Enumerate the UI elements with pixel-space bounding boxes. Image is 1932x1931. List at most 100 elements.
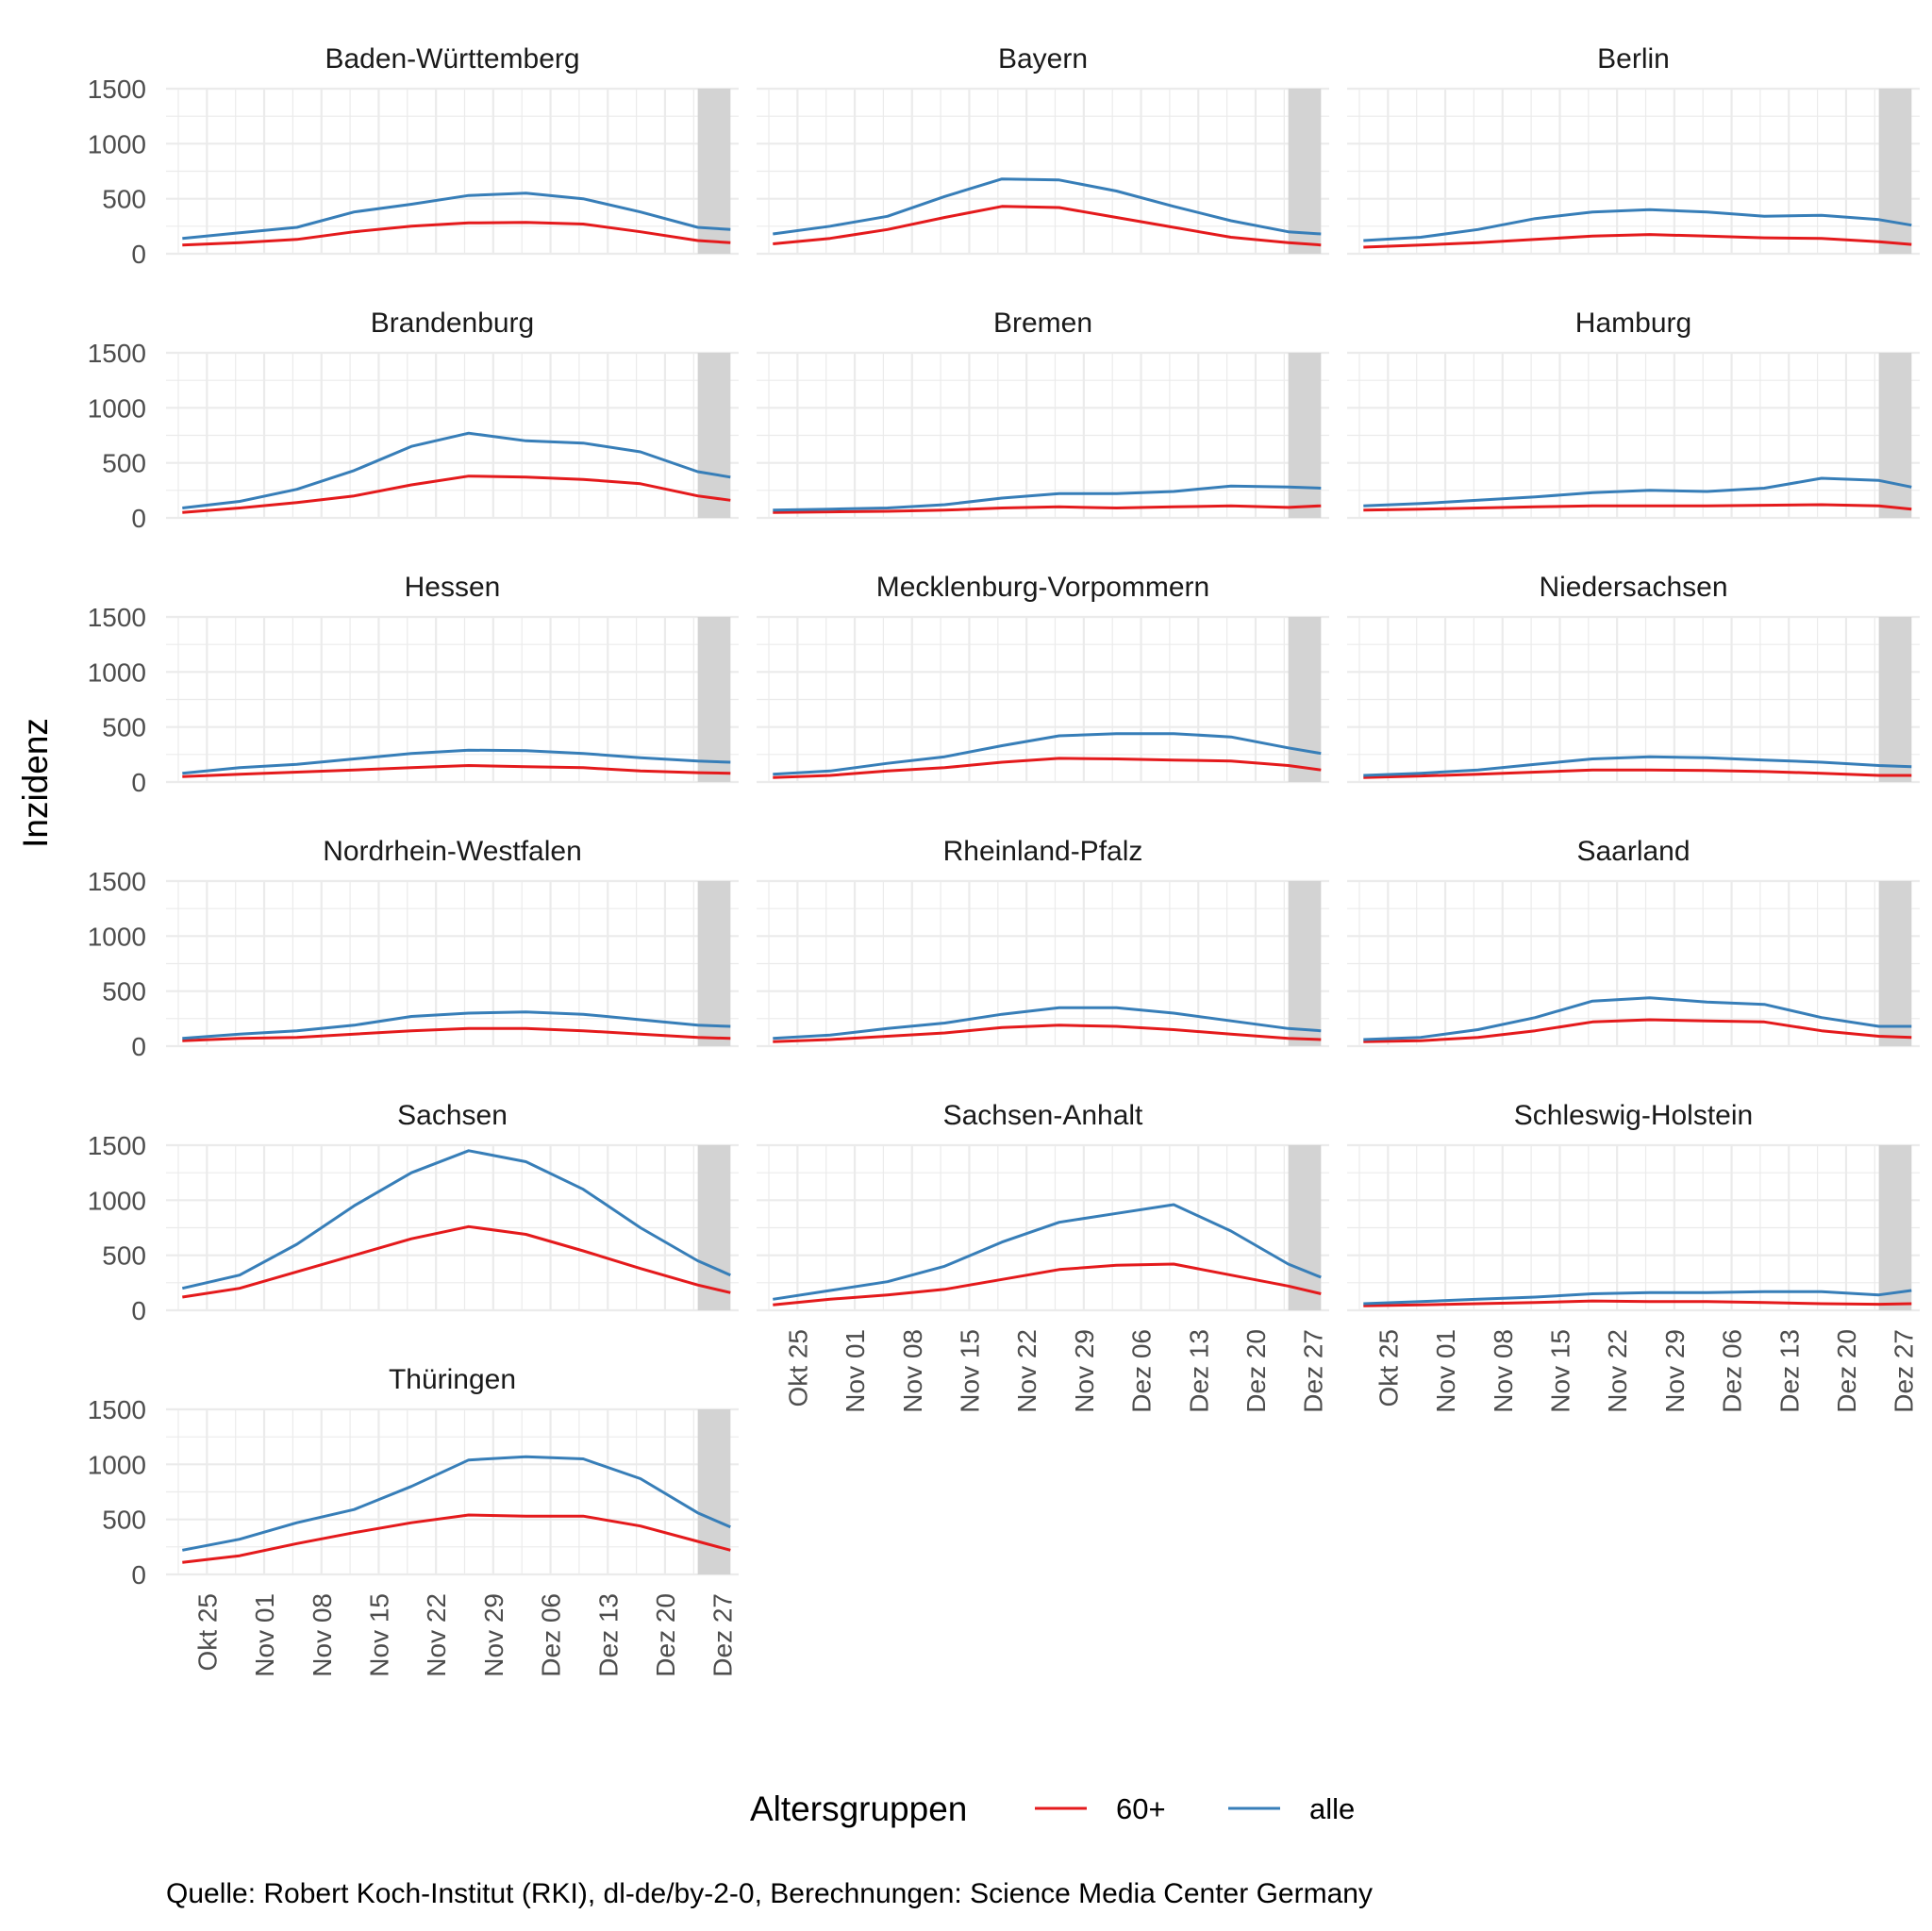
y-tick-label: 0 — [131, 1032, 146, 1061]
x-tick-label: Nov 22 — [422, 1593, 451, 1677]
series-line-alle — [1363, 208, 1912, 242]
panel-title: Baden-Württemberg — [325, 43, 579, 75]
series-line-60plus — [1363, 233, 1912, 249]
legend: Altersgruppen 60+ alle — [750, 1790, 1355, 1828]
series-line-alle — [1363, 755, 1912, 777]
panel-title: Bayern — [998, 43, 1088, 75]
facet-panel: Brandenburg 0 500 1000 1500 — [88, 308, 739, 533]
facet-panel: Rheinland-Pfalz — [757, 836, 1329, 1048]
y-tick-label: 0 — [131, 240, 146, 269]
x-tick-label: Nov 01 — [841, 1329, 870, 1413]
highlight-region — [1878, 353, 1912, 518]
series-line-60plus — [182, 1026, 731, 1042]
x-tick-label: Nov 22 — [1012, 1329, 1041, 1413]
highlight-region — [1878, 89, 1912, 254]
x-tick-label: Okt 25 — [192, 1593, 222, 1671]
y-tick-label: 1000 — [88, 129, 146, 158]
x-tick-label: Nov 15 — [365, 1593, 394, 1677]
highlight-region — [1288, 881, 1322, 1046]
x-tick-label: Nov 22 — [1603, 1329, 1632, 1413]
series-line-alle — [182, 431, 731, 509]
x-tick-label: Dez 27 — [1299, 1329, 1328, 1413]
y-tick-label: 500 — [102, 977, 146, 1007]
series-line-alle — [773, 484, 1322, 512]
highlight-region — [1288, 1145, 1322, 1310]
x-tick-label: Nov 08 — [308, 1593, 337, 1677]
y-tick-label: 0 — [131, 1560, 146, 1590]
x-tick-label: Nov 29 — [479, 1593, 508, 1677]
series-line-60plus — [773, 504, 1322, 514]
panel-title: Niedersachsen — [1539, 572, 1727, 603]
x-tick-label: Okt 25 — [1374, 1329, 1403, 1407]
x-tick-label: Dez 06 — [537, 1593, 566, 1677]
y-tick-label: 500 — [102, 449, 146, 478]
x-tick-label: Dez 13 — [1184, 1329, 1213, 1413]
highlight-region — [1288, 353, 1322, 518]
x-tick-label: Nov 08 — [1489, 1329, 1518, 1413]
y-tick-label: 1000 — [88, 1186, 146, 1215]
x-tick-label: Dez 06 — [1718, 1329, 1747, 1413]
x-tick-label: Nov 01 — [1431, 1329, 1460, 1413]
series-line-alle — [181, 1149, 731, 1290]
panel-title: Hessen — [405, 572, 501, 603]
facet-panel: Saarland — [1347, 836, 1920, 1048]
panel-title: Hamburg — [1575, 308, 1691, 339]
y-tick-label: 1500 — [88, 1395, 146, 1424]
series-line-alle — [182, 748, 731, 775]
y-tick-label: 1000 — [88, 393, 146, 423]
series-line-60plus — [1363, 503, 1912, 512]
panel-title: Nordrhein-Westfalen — [323, 836, 582, 867]
facet-panel: Niedersachsen — [1347, 572, 1920, 784]
facet-panel: Mecklenburg-Vorpommern — [757, 572, 1329, 784]
highlight-region — [1878, 617, 1912, 782]
highlight-region — [1878, 881, 1912, 1046]
legend-title: Altersgruppen — [750, 1790, 967, 1828]
x-tick-label: Nov 15 — [956, 1329, 985, 1413]
panel-title: Berlin — [1597, 43, 1670, 75]
highlight-region — [1288, 89, 1322, 254]
series-line-60plus — [773, 757, 1322, 779]
facet-panel: Hamburg — [1347, 308, 1920, 520]
series-line-alle — [773, 1203, 1322, 1301]
panel-title: Sachsen-Anhalt — [943, 1100, 1143, 1131]
y-tick-label: 1500 — [88, 867, 146, 896]
panel-title: Bremen — [993, 308, 1092, 339]
y-tick-label: 500 — [102, 1506, 146, 1535]
x-tick-label: Dez 20 — [1241, 1329, 1271, 1413]
facet-panel: Bayern — [757, 43, 1329, 256]
x-tick-label: Dez 27 — [708, 1593, 738, 1677]
series-line-60plus — [773, 1262, 1322, 1307]
x-tick-label: Dez 27 — [1890, 1329, 1919, 1413]
x-tick-label: Okt 25 — [783, 1329, 812, 1407]
x-tick-label: Dez 20 — [1832, 1329, 1861, 1413]
facet-panel: Baden-Württemberg 0 500 1000 1500 — [88, 43, 739, 269]
x-tick-label: Nov 15 — [1546, 1329, 1575, 1413]
x-tick-label: Dez 13 — [593, 1593, 623, 1677]
facet-panel: Berlin — [1347, 43, 1920, 256]
panel-title: Thüringen — [389, 1364, 516, 1395]
highlight-region — [697, 1145, 731, 1310]
series-line-60plus — [1363, 1018, 1912, 1043]
series-line-60plus — [182, 221, 731, 247]
y-tick-label: 1500 — [88, 75, 146, 104]
y-tick-label: 1000 — [88, 922, 146, 951]
x-tick-label: Nov 01 — [250, 1593, 279, 1677]
series-line-alle — [1363, 1289, 1912, 1306]
x-tick-label: Dez 13 — [1774, 1329, 1804, 1413]
series-line-60plus — [773, 1024, 1322, 1043]
panel-title: Rheinland-Pfalz — [943, 836, 1143, 867]
y-tick-label: 0 — [131, 504, 146, 533]
x-tick-label: Nov 08 — [898, 1329, 927, 1413]
caption: Quelle: Robert Koch-Institut (RKI), dl-d… — [166, 1878, 1373, 1909]
y-tick-label: 1500 — [88, 339, 146, 368]
panel-title: Sachsen — [397, 1100, 508, 1131]
series-line-alle — [773, 177, 1322, 236]
x-tick-label: Dez 06 — [1127, 1329, 1157, 1413]
series-line-60plus — [182, 474, 731, 514]
highlight-region — [697, 881, 731, 1046]
series-line-alle — [1363, 476, 1912, 508]
series-line-alle — [773, 732, 1322, 776]
y-tick-label: 1000 — [88, 1450, 146, 1479]
legend-label-alle: alle — [1309, 1792, 1355, 1825]
facet-panels: Baden-Württemberg 0 500 1000 1500 Bayern Berli… — [88, 43, 1920, 1677]
